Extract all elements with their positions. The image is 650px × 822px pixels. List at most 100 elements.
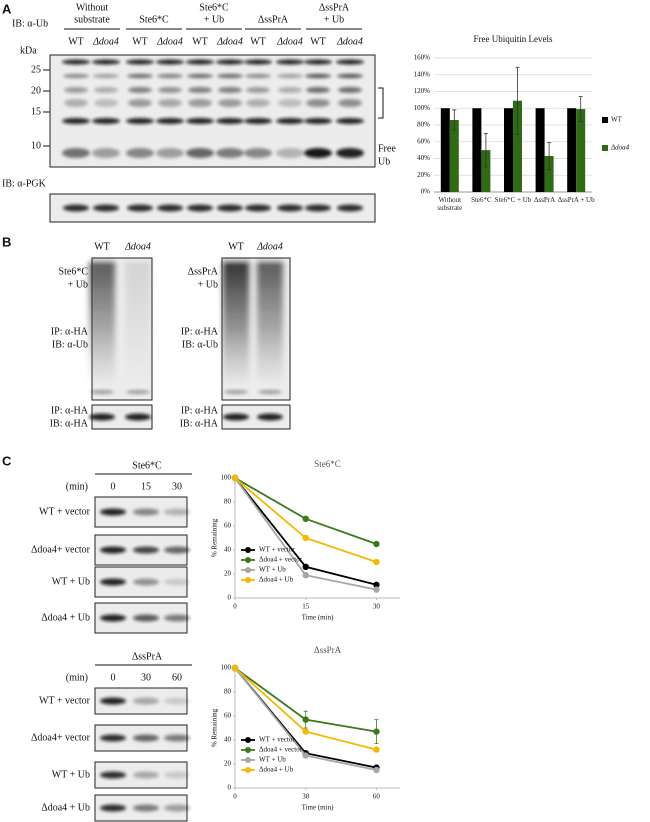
blot-band <box>164 546 190 554</box>
blot-smear <box>125 262 151 382</box>
blot-band <box>64 87 88 93</box>
bar <box>481 150 491 192</box>
lane-label: WT <box>68 36 84 47</box>
time-value: 30 <box>141 672 151 683</box>
lane-label: Δdoa4 <box>156 36 183 47</box>
point <box>302 534 309 542</box>
legend-label: Δdoa4 + Ub <box>259 576 294 584</box>
point <box>302 752 309 759</box>
blot-band <box>133 508 159 516</box>
blot-smear <box>89 262 115 382</box>
group-label: Ste6*C <box>199 2 229 13</box>
x-axis-label: Time (min) <box>302 804 334 812</box>
point <box>373 728 380 735</box>
x-tick-label: 0 <box>233 603 237 611</box>
blot-band <box>188 99 212 107</box>
blot-band <box>164 578 190 586</box>
legend-marker <box>245 757 251 763</box>
y-tick-label: 0% <box>421 188 431 196</box>
blot-band <box>244 148 272 158</box>
sample-label: + Ub <box>198 279 218 290</box>
blot-band <box>92 59 120 65</box>
blot-band <box>126 148 154 158</box>
x-tick-label: 0 <box>233 793 237 801</box>
row-label: Δdoa4 + Ub <box>41 612 90 623</box>
point <box>373 581 380 588</box>
blot-band <box>158 99 182 107</box>
legend-marker <box>245 557 251 563</box>
legend-marker <box>245 747 251 753</box>
blot-band <box>258 390 282 394</box>
group-label: + Ub <box>324 14 344 25</box>
blot-band <box>336 148 364 158</box>
blot-smear <box>223 262 249 382</box>
blot-band <box>337 74 363 78</box>
legend-marker <box>245 547 251 553</box>
ip-label: IB: α-HA <box>50 418 89 429</box>
time-value: 15 <box>141 481 151 492</box>
blot-band <box>63 204 89 212</box>
y-tick-label: 60% <box>417 137 430 145</box>
blot-band <box>336 59 364 65</box>
free-ub-label: Ub <box>378 156 390 167</box>
time-label: (min) <box>66 672 88 683</box>
ip-label: IP: α-HA <box>51 405 89 416</box>
blot-band <box>128 99 152 107</box>
y-tick-label: 120% <box>414 87 431 95</box>
blot-band <box>63 74 89 78</box>
blot-band <box>100 734 126 742</box>
blot-band <box>133 546 159 554</box>
error-bar <box>515 66 520 135</box>
y-tick-label: 60 <box>224 522 232 530</box>
blot-band <box>277 204 303 212</box>
blot-band <box>246 87 270 93</box>
x-axis-label: Time (min) <box>302 614 334 622</box>
y-tick-label: 0 <box>228 594 232 602</box>
blot-band <box>278 87 302 93</box>
y-axis-label: % Remaining <box>211 708 219 747</box>
bar <box>440 108 450 192</box>
lane-label: WT <box>228 241 244 252</box>
blot-band <box>90 390 114 394</box>
y-tick-label: 20 <box>224 760 232 768</box>
y-tick-label: 20 <box>224 570 232 578</box>
row-label: WT + vector <box>39 506 91 517</box>
point <box>302 515 309 522</box>
blot-band <box>244 118 272 124</box>
time-value: 0 <box>111 481 116 492</box>
row-label: Δdoa4 + Ub <box>41 802 90 813</box>
substrate-label: Ste6*C <box>132 460 162 471</box>
blot-band <box>89 413 115 421</box>
ip-label: IB: α-Ub <box>182 339 218 350</box>
legend-label: Δdoa4 + vector <box>259 746 303 754</box>
blot-band <box>257 413 283 421</box>
blot-band <box>133 804 159 812</box>
legend-label: WT + Ub <box>259 566 286 574</box>
blot-band <box>93 204 119 212</box>
bar <box>567 108 577 192</box>
x-tick-label: ΔssPrA + Ub <box>557 196 595 204</box>
blot-smear <box>257 262 283 382</box>
lane-label: WT <box>310 36 326 47</box>
blot-band <box>126 390 150 394</box>
free-ub-label: Free <box>378 143 396 154</box>
point <box>231 664 239 672</box>
blot-band <box>100 804 126 812</box>
y-tick-label: 80 <box>224 688 232 696</box>
substrate-label: ΔssPrA <box>132 651 163 662</box>
blot-band <box>164 614 190 622</box>
lane-label: Δdoa4 <box>256 241 283 252</box>
point <box>373 746 380 753</box>
bar <box>576 109 586 192</box>
blot-band <box>245 74 271 78</box>
point <box>302 563 309 570</box>
blot-band <box>216 118 244 124</box>
blot-band <box>164 734 190 742</box>
blot-band <box>127 74 153 78</box>
blot-band <box>276 118 304 124</box>
y-tick-label: 100% <box>414 104 431 112</box>
blot-band <box>216 148 244 158</box>
row-label: WT + Ub <box>52 769 90 780</box>
y-tick-label: 20% <box>417 171 430 179</box>
chart-title: Ste6*C <box>314 459 341 469</box>
